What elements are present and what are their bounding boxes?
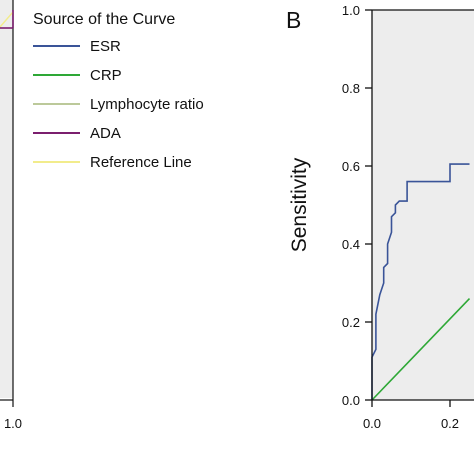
y-tick-label: 0.0 bbox=[342, 393, 360, 408]
panel-label: B bbox=[286, 7, 301, 33]
legend-label-reference-line: Reference Line bbox=[90, 154, 192, 171]
left-x-tick-label: 1.0 bbox=[4, 416, 22, 431]
left-curve-fragment-yellow bbox=[0, 11, 14, 28]
y-tick-label: 0.4 bbox=[342, 237, 360, 252]
legend-title: Source of the Curve bbox=[33, 11, 175, 28]
x-axis-ticks: 0.0 0.2 bbox=[363, 400, 459, 431]
left-panel: 1.0 bbox=[0, 0, 22, 431]
legend-label-ada: ADA bbox=[90, 125, 121, 142]
plot-area bbox=[372, 10, 474, 400]
y-tick-label: 0.6 bbox=[342, 159, 360, 174]
y-tick-label: 0.8 bbox=[342, 81, 360, 96]
y-tick-label: 1.0 bbox=[342, 3, 360, 18]
x-tick-label: 0.0 bbox=[363, 416, 381, 431]
y-axis-ticks: 0.0 0.2 0.4 0.6 0.8 1.0 bbox=[342, 3, 372, 408]
legend-label-lymphocyte-ratio: Lymphocyte ratio bbox=[90, 96, 204, 113]
x-tick-label: 0.2 bbox=[441, 416, 459, 431]
curves bbox=[371, 163, 471, 401]
legend-label-esr: ESR bbox=[90, 38, 121, 55]
left-plot-area bbox=[0, 0, 13, 398]
legend-label-crp: CRP bbox=[90, 67, 122, 84]
y-axis-label: Sensitivity bbox=[288, 157, 311, 252]
series-line-crp bbox=[371, 298, 471, 401]
y-tick-label: 0.2 bbox=[342, 315, 360, 330]
series-line-esr bbox=[371, 163, 470, 400]
legend: Source of the Curve ESR CRP Lymphocyte r… bbox=[33, 11, 204, 171]
right-panel: B 0.0 0.2 0.4 0.6 0.8 1.0 0.0 0.2 Sensitivity bbox=[286, 3, 474, 431]
